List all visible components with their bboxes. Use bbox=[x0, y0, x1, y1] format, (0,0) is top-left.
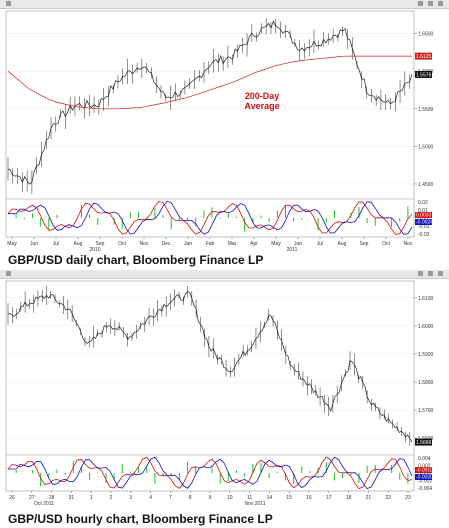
x-tick-label: 21 bbox=[366, 495, 372, 501]
x-tick-label: Mar bbox=[228, 241, 237, 247]
x-period-label: Oct 2011 bbox=[34, 501, 54, 507]
y-tick-label: 1.5700 bbox=[418, 408, 434, 414]
close-icon[interactable] bbox=[438, 271, 443, 276]
y-tick-label: 1.6500 bbox=[418, 32, 434, 38]
x-tick-label: 22 bbox=[385, 495, 391, 501]
last-price-box bbox=[415, 70, 432, 78]
window-titlebar-top bbox=[0, 0, 449, 9]
oscillator-value-label: -0.0010 bbox=[416, 468, 433, 474]
oscillator-tick-label: -0.01 bbox=[418, 224, 430, 230]
y-tick-label: 1.5900 bbox=[418, 352, 434, 358]
y-tick-label: 1.5500 bbox=[418, 107, 434, 113]
oscillator-value-box bbox=[415, 467, 432, 473]
ma-annotation: 200-Day bbox=[245, 91, 280, 101]
plot-frame bbox=[5, 280, 415, 492]
ma-value-label: 1.6125 bbox=[416, 54, 432, 60]
y-tick-label: 1.4500 bbox=[418, 182, 434, 188]
x-tick-label: 27 bbox=[29, 495, 35, 501]
x-tick-label: Oct bbox=[382, 241, 390, 247]
oscillator-tick-label: -0.004 bbox=[418, 486, 432, 492]
window-titlebar-bottom bbox=[0, 270, 449, 279]
x-tick-label: 16 bbox=[306, 495, 312, 501]
x-tick-label: 15 bbox=[286, 495, 292, 501]
x-tick-label: 10 bbox=[227, 495, 233, 501]
y-tick-label: 1.6100 bbox=[418, 296, 434, 302]
x-tick-label: Jul bbox=[317, 241, 323, 247]
moving-average-line bbox=[7, 55, 412, 110]
hourly-chart-caption: GBP/USD hourly chart, Bloomberg Finance … bbox=[8, 512, 273, 526]
last-price-label: 1.5576 bbox=[416, 72, 432, 78]
x-tick-label: 3 bbox=[129, 495, 132, 501]
oscillator-value-box bbox=[415, 219, 432, 225]
oscillator-macd-line bbox=[8, 200, 413, 235]
x-tick-label: 31 bbox=[69, 495, 75, 501]
window-icon bbox=[6, 1, 11, 6]
x-tick-label: Aug bbox=[74, 241, 83, 247]
x-tick-label: 14 bbox=[267, 495, 273, 501]
daily-chart-caption: GBP/USD daily chart, Bloomberg Finance L… bbox=[8, 253, 264, 267]
x-period-label: 2011 bbox=[287, 247, 298, 253]
price-series bbox=[7, 291, 413, 443]
x-tick-label: Jun bbox=[30, 241, 38, 247]
x-tick-label: Feb bbox=[206, 241, 215, 247]
oscillator-value-label: -0.0020 bbox=[416, 475, 433, 481]
plot-frame bbox=[5, 10, 415, 238]
x-tick-label: 23 bbox=[405, 495, 411, 501]
close-icon[interactable] bbox=[438, 1, 443, 6]
y-tick-label: 1.6000 bbox=[418, 324, 434, 330]
x-tick-label: 9 bbox=[209, 495, 212, 501]
last-price-box bbox=[415, 438, 432, 446]
x-tick-label: 7 bbox=[169, 495, 172, 501]
oscillator-tick-label: 0.004 bbox=[418, 456, 431, 462]
x-tick-label: 8 bbox=[189, 495, 192, 501]
x-tick-label: Jan bbox=[184, 241, 192, 247]
hourly-chart: 1.61001.60001.59001.58001.57001.56001.56… bbox=[5, 280, 434, 507]
oscillator-value-box bbox=[415, 474, 432, 480]
window-icon bbox=[6, 271, 11, 276]
x-tick-label: May bbox=[271, 241, 281, 247]
x-tick-label: 2 bbox=[110, 495, 113, 501]
oscillator-tick-label: 0.02 bbox=[418, 200, 428, 206]
x-tick-label: Jun bbox=[294, 241, 302, 247]
x-tick-label: Apr bbox=[250, 241, 258, 247]
x-tick-label: 26 bbox=[9, 495, 15, 501]
y-tick-label: 1.5800 bbox=[418, 380, 434, 386]
last-price-label: 1.5666 bbox=[416, 440, 432, 446]
x-tick-label: Oct bbox=[118, 241, 126, 247]
maximize-icon[interactable] bbox=[428, 1, 433, 6]
x-period-label: Nov 2011 bbox=[244, 501, 265, 507]
x-tick-label: Sep bbox=[96, 241, 105, 247]
x-tick-label: 18 bbox=[346, 495, 352, 501]
y-tick-label: 1.5000 bbox=[418, 144, 434, 150]
x-tick-label: Aug bbox=[338, 241, 347, 247]
oscillator-tick-label: -0.002 bbox=[418, 479, 432, 485]
oscillator-macd-line bbox=[8, 456, 413, 490]
oscillator-value-box bbox=[415, 212, 432, 218]
x-tick-label: 4 bbox=[149, 495, 152, 501]
daily-chart: 1.65001.60001.55001.50001.45001.61251.55… bbox=[5, 10, 434, 253]
x-tick-label: 17 bbox=[326, 495, 332, 501]
minimize-icon[interactable] bbox=[418, 1, 423, 6]
ma-value-box bbox=[415, 52, 432, 60]
ma-annotation: Average bbox=[244, 101, 279, 111]
oscillator-tick-label: 0.002 bbox=[418, 464, 431, 470]
x-tick-label: Jul bbox=[53, 241, 59, 247]
x-tick-label: 1 bbox=[90, 495, 93, 501]
oscillator-value-label: 0.0033 bbox=[416, 213, 432, 219]
oscillator-tick-label: 0.01 bbox=[418, 208, 428, 214]
maximize-icon[interactable] bbox=[428, 271, 433, 276]
x-tick-label: Sep bbox=[360, 241, 369, 247]
x-tick-label: 11 bbox=[247, 495, 252, 501]
x-tick-label: Nov bbox=[404, 241, 413, 247]
oscillator-signal-line bbox=[7, 456, 413, 490]
x-period-label: 2010 bbox=[89, 247, 100, 253]
oscillator-value-label: -0.0024 bbox=[416, 220, 433, 226]
price-series bbox=[7, 20, 413, 185]
x-tick-label: Dec bbox=[162, 241, 171, 247]
minimize-icon[interactable] bbox=[418, 271, 423, 276]
x-tick-label: May bbox=[7, 241, 17, 247]
x-tick-label: Nov bbox=[140, 241, 149, 247]
x-tick-label: 28 bbox=[49, 495, 55, 501]
oscillator-tick-label: -0.02 bbox=[418, 232, 430, 238]
